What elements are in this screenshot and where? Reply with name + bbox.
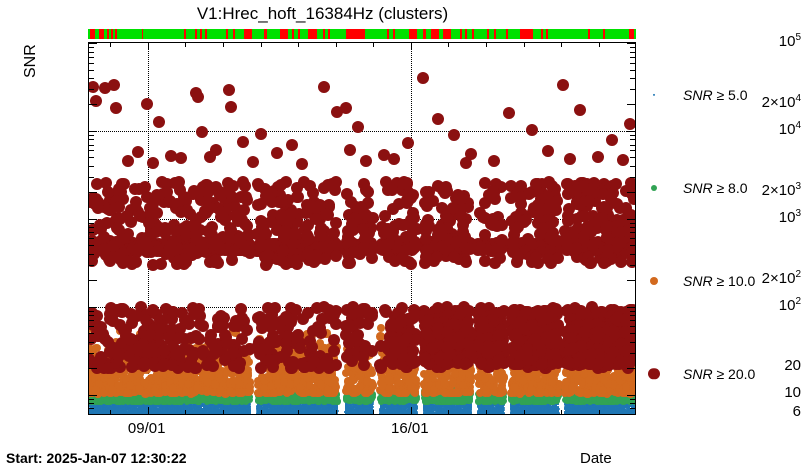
data-quality-status-strip	[88, 29, 636, 39]
page-title: V1:Hrec_hoft_16384Hz (clusters)	[0, 4, 645, 24]
plot-page: V1:Hrec_hoft_16384Hz (clusters) SNR Date…	[0, 0, 805, 472]
plot-frame	[88, 42, 636, 415]
plot-canvas	[89, 43, 635, 414]
